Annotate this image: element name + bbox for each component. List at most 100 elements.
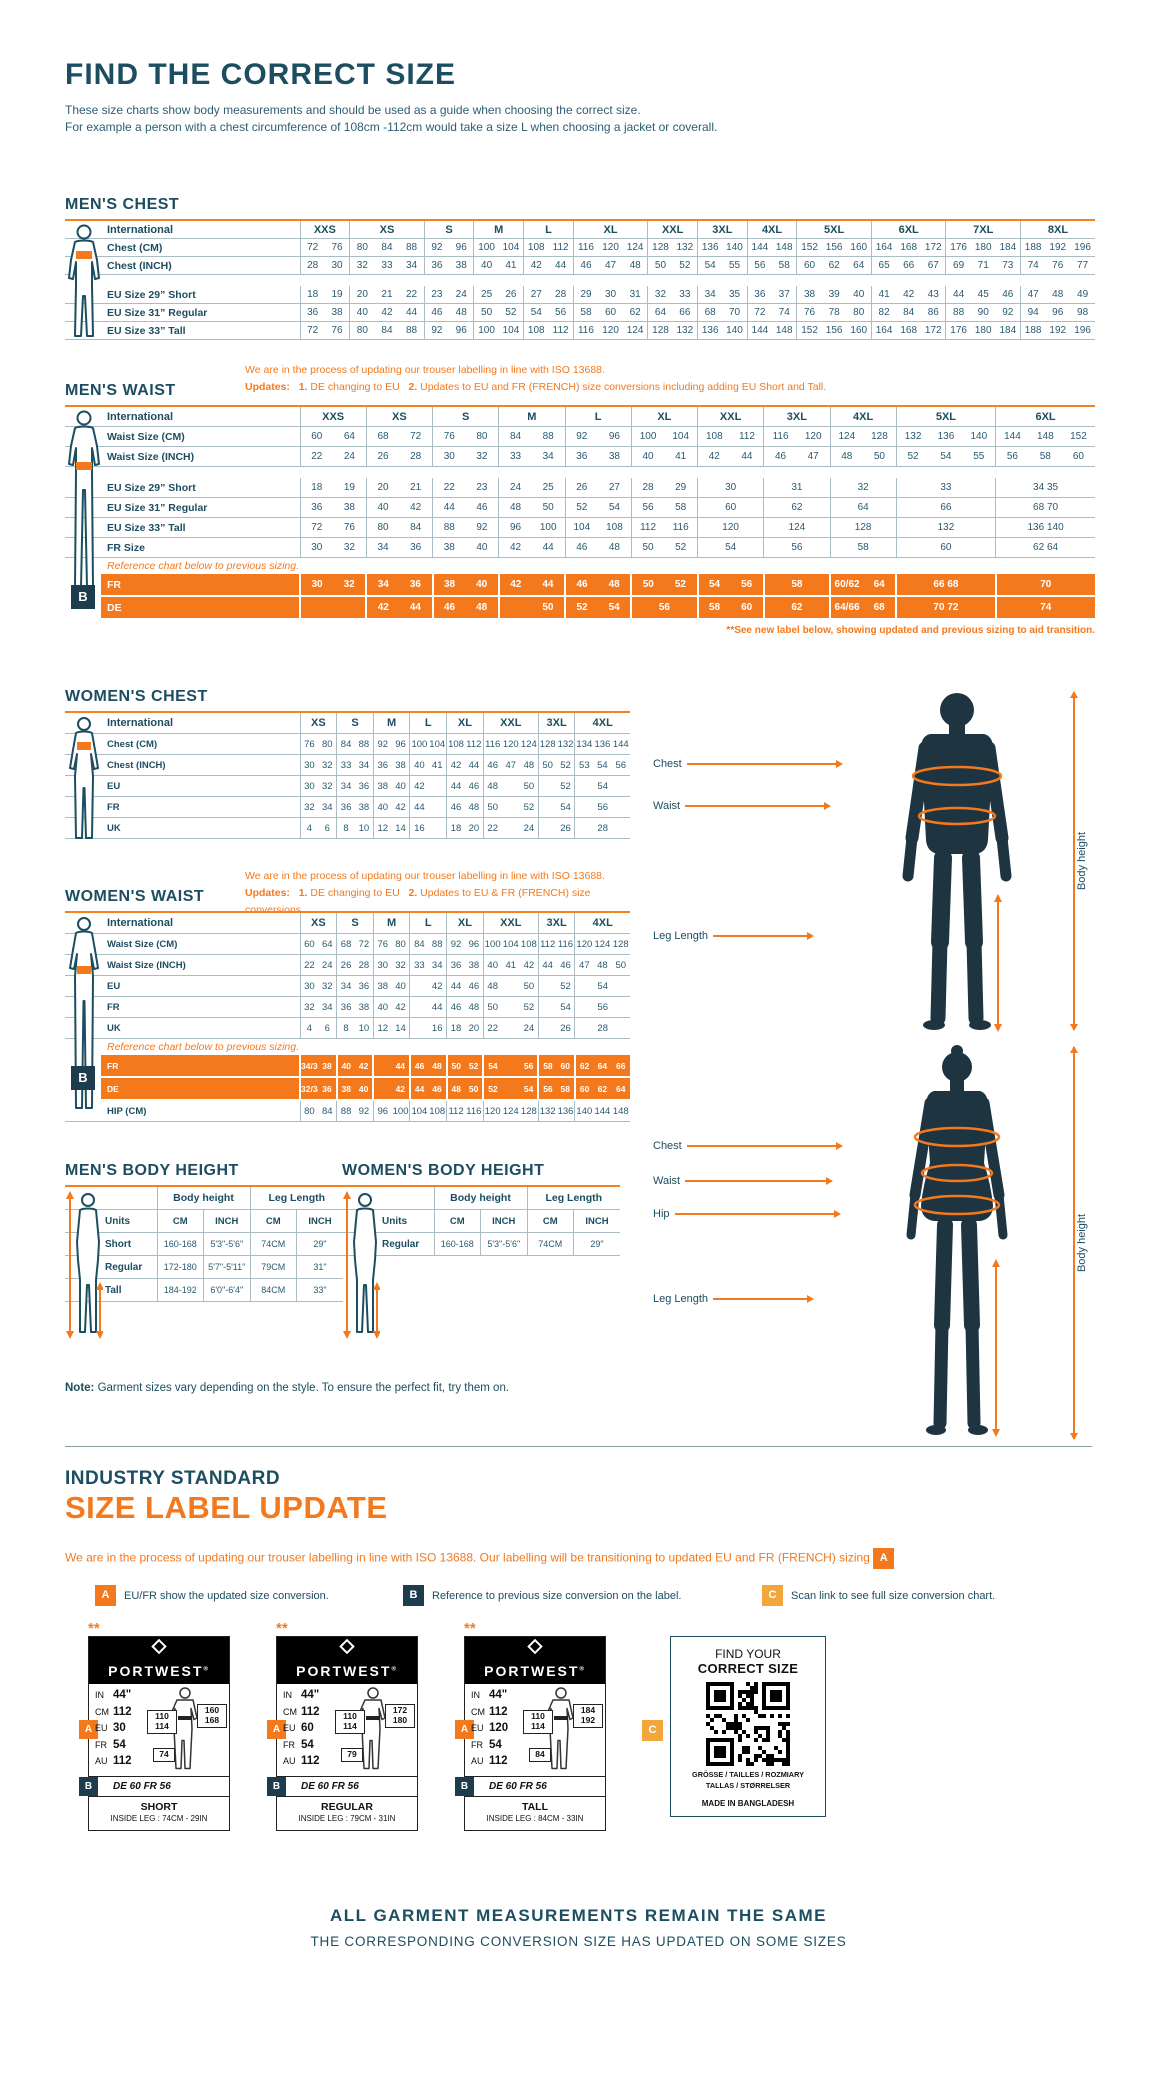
intro-text: These size charts show body measurements… [65, 102, 717, 136]
page-title: FIND THE CORRECT SIZE [65, 58, 457, 91]
size-cell: 60 [299, 426, 334, 447]
size-cell: 96 [391, 733, 410, 755]
row-label: EU Size 33” Tall [65, 321, 300, 340]
height-box: 184 192 [573, 1704, 603, 1728]
size-cell: 22 [399, 286, 425, 304]
measure-row: EU 60 [283, 1722, 314, 1734]
row-label: Waist Size (CM) [65, 933, 300, 955]
size-cell [372, 1077, 392, 1101]
size-cell: 36 [299, 303, 325, 322]
label-card-body: PORTWEST® A IN 44" CM 112 EU 120 FR 54 AU 112 110 114… [455, 1636, 606, 1831]
brand-logo: PORTWEST® [296, 1663, 398, 1679]
size-cell: 188 [1019, 238, 1046, 257]
size-column-header: XL [572, 221, 648, 239]
waist-arrow-icon [685, 802, 832, 810]
row-label: EU Size 33” Tall [65, 517, 300, 538]
size-cell: 46 [995, 286, 1021, 304]
size-cell: 41 [501, 954, 520, 976]
size-cell: 82 [870, 303, 897, 322]
size-cell: 46 [428, 1077, 447, 1101]
size-cell: 44 [408, 1077, 429, 1101]
size-cell: 100 [482, 933, 502, 955]
size-row: EU 30 32 34 36 38 40 42 44 46 48 50 52 54 [65, 775, 630, 797]
size-cell: 38 [431, 574, 466, 597]
size-cell: 184-192 [156, 1278, 204, 1302]
size-cell: 30 [372, 954, 392, 976]
waist-box: 110 114 [147, 1710, 177, 1734]
size-cell: 48 [622, 256, 648, 275]
size-column-header: XS [299, 913, 337, 934]
corner-cell [342, 1187, 434, 1210]
size-cell: 116 [572, 238, 599, 257]
size-cell: 54 [482, 1055, 502, 1078]
size-cell [537, 975, 557, 997]
size-cell: 26 [556, 817, 575, 839]
size-cell: 62 [573, 1055, 594, 1078]
size-cell: 104 [501, 933, 520, 955]
size-values: IN 44" CM 112 EU 60 FR 54 AU 112 [283, 1687, 320, 1770]
size-row: FR 30 32 34 36 38 40 42 44 46 48 50 52 54 56 58 60/62 64 6… [65, 574, 1095, 597]
size-cell: 96 [449, 321, 474, 340]
size-cell: 132 [672, 321, 698, 340]
chest-measure-ellipse [913, 1126, 1001, 1148]
reference-note: Reference chart below to previous sizing… [107, 1041, 300, 1053]
size-column-header: XXS [299, 407, 367, 427]
size-cell: 79CM [249, 1255, 297, 1279]
size-cell: 41 [870, 286, 897, 304]
size-cell: 54 [696, 574, 731, 597]
size-cell: 76 [324, 321, 350, 340]
size-cell: 152 [796, 238, 822, 257]
size-cell: 84 [318, 1100, 337, 1122]
size-cell: 39 [821, 286, 847, 304]
size-cell: 68 [365, 426, 400, 447]
waist-box: 110 114 [335, 1710, 365, 1734]
size-cell: 132 [672, 238, 698, 257]
size-cell: 42 [365, 596, 400, 620]
fit-name: SHORT [140, 1801, 178, 1813]
size-cell: 96 [1045, 303, 1071, 322]
size-cell: 42 [354, 1055, 374, 1078]
size-cell: 30 [598, 286, 623, 304]
size-row: EU Size 31” Regular 36 38 40 42 44 46 48 50 52 54 5… [65, 303, 1095, 322]
size-cell: 42 [391, 796, 410, 818]
size-column-header: 3XL [537, 713, 575, 734]
size-cell: 164 [870, 321, 897, 340]
size-cell: 144 [746, 321, 773, 340]
section-womens-waist: WOMEN'S WAIST We are in the process of u… [65, 868, 630, 1122]
gap-cell [65, 275, 1095, 287]
size-cell: 56 [537, 1077, 557, 1101]
size-cell: 56 [630, 596, 698, 620]
inside-leg-text: INSIDE LEG : 79CM - 31IN [298, 1814, 396, 1823]
size-cell: 48 [482, 975, 502, 997]
size-cell: 124 [501, 1100, 520, 1122]
size-cell: 116 [482, 733, 502, 755]
size-cell: 76 [796, 303, 822, 322]
size-cell: 54 [556, 796, 575, 818]
size-cell: 46 [446, 996, 465, 1018]
size-cell: 72 [746, 303, 773, 322]
mens-waist-update-note: We are in the process of updating our tr… [245, 362, 826, 396]
size-cell: 52 [556, 775, 575, 797]
size-cell: 5'3"-5'6" [203, 1232, 250, 1256]
size-column-header: S [336, 913, 374, 934]
header-label: International [65, 221, 300, 239]
size-cell: 36 [354, 975, 374, 997]
size-cell [501, 1017, 520, 1039]
height-box: 160 168 [197, 1704, 227, 1728]
size-cell [537, 996, 557, 1018]
measure-row: AU 112 [471, 1755, 508, 1767]
unit-cell: CM [249, 1209, 297, 1233]
size-cell: 104 [564, 517, 599, 538]
section-mens-body-height: MEN'S BODY HEIGHT Body height Leg Length U… [65, 1162, 343, 1339]
size-cell: 88 [431, 517, 466, 538]
size-cell: 112 [446, 1100, 465, 1122]
size-cell: 132 [556, 733, 575, 755]
female-chest-figure-icon [65, 716, 103, 849]
size-cell: 144 [746, 238, 773, 257]
size-cell: 74CM [249, 1232, 297, 1256]
size-cell: 56 [730, 574, 764, 597]
size-cell: 55 [962, 446, 996, 467]
size-cell: 136 [929, 426, 963, 447]
size-cell: 65 [870, 256, 897, 275]
